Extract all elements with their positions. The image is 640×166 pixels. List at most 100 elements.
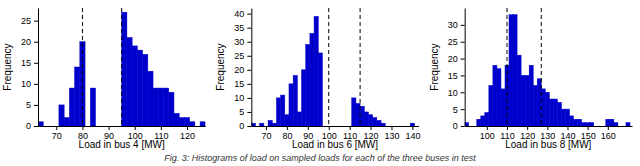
y-tick: 30 xyxy=(448,20,465,30)
bar xyxy=(618,126,622,127)
y-tick-label: 25 xyxy=(234,51,244,61)
x-tick-mark xyxy=(266,126,267,130)
x-axis-title: Load in bus 4 [MW] xyxy=(79,139,165,150)
y-axis: 0510152025 xyxy=(21,9,39,132)
bar xyxy=(268,120,272,126)
y-tick-label: 5 xyxy=(26,100,31,110)
bar xyxy=(389,126,393,127)
bar xyxy=(541,89,545,126)
plot-area xyxy=(251,8,414,126)
bar xyxy=(331,126,335,127)
bar xyxy=(148,71,153,126)
bar xyxy=(485,113,489,126)
y-axis: 0 5 10 15 20 25 30 xyxy=(448,9,466,132)
bar xyxy=(96,126,101,127)
y-tick-mark xyxy=(247,70,251,71)
bar xyxy=(43,126,48,127)
y-tick-label: 5 xyxy=(239,107,244,117)
bar xyxy=(306,45,310,126)
y-tick-mark xyxy=(247,14,251,15)
y-tick: 15 xyxy=(234,79,251,89)
y-tick: 20 xyxy=(448,54,465,64)
x-tick-mark xyxy=(608,126,609,130)
reference-line xyxy=(121,8,122,126)
x-tick-label: 120 xyxy=(180,131,195,141)
bar xyxy=(497,69,501,126)
y-tick-label: 0 xyxy=(239,121,244,131)
panel: 7080901001101201301400510152025303540Loa… xyxy=(215,8,420,150)
bar xyxy=(127,38,132,127)
bar xyxy=(318,53,322,126)
y-tick: 10 xyxy=(448,88,465,98)
y-tick-label: 15 xyxy=(234,79,244,89)
bar xyxy=(293,75,297,126)
y-tick-label: 20 xyxy=(448,54,458,64)
bar xyxy=(200,122,205,126)
y-tick: 25 xyxy=(21,16,38,26)
x-axis-title: Load in bus 8 [MW] xyxy=(505,139,591,150)
y-tick-label: 15 xyxy=(21,58,31,68)
x-tick-mark xyxy=(527,126,528,130)
bar xyxy=(481,116,485,126)
bar xyxy=(586,123,590,126)
bar xyxy=(54,126,59,127)
y-tick-mark xyxy=(461,109,465,110)
bar xyxy=(622,126,626,127)
bar xyxy=(590,123,594,126)
bar xyxy=(410,123,414,126)
bar xyxy=(164,88,169,126)
bar xyxy=(602,126,606,127)
x-tick-mark xyxy=(329,126,330,130)
bar xyxy=(169,92,174,126)
plot-area xyxy=(465,8,630,126)
bar xyxy=(327,126,331,127)
figure: 7080901001101200510152025Load in bus 4 [… xyxy=(0,0,640,166)
x-tick-label: 70 xyxy=(52,131,62,141)
y-tick-mark xyxy=(34,126,38,127)
y-tick: 25 xyxy=(448,37,465,47)
y-tick-label: 10 xyxy=(234,93,244,103)
y-tick-mark xyxy=(461,59,465,60)
y-tick: 0 xyxy=(453,121,465,131)
bar xyxy=(143,54,148,126)
bar xyxy=(368,115,372,126)
bar xyxy=(574,119,578,126)
bar xyxy=(90,88,95,126)
bar xyxy=(85,126,90,127)
y-tick: 40 xyxy=(234,9,251,19)
y-tick: 25 xyxy=(234,51,251,61)
y-axis-title: Frequency xyxy=(429,43,440,90)
bar xyxy=(570,116,574,126)
y-tick-mark xyxy=(461,75,465,76)
bar xyxy=(364,112,368,126)
y-tick: 15 xyxy=(448,71,465,81)
x-tick-mark xyxy=(56,126,57,130)
bar xyxy=(553,99,557,126)
x-tick-label: 140 xyxy=(405,131,420,141)
y-tick-mark xyxy=(461,92,465,93)
bar xyxy=(289,84,293,126)
y-tick: 35 xyxy=(234,23,251,33)
x-tick-label: 80 xyxy=(282,131,292,141)
y-tick-mark xyxy=(461,126,465,127)
y-tick-label: 10 xyxy=(448,88,458,98)
y-tick: 15 xyxy=(21,58,38,68)
bar xyxy=(394,126,398,127)
bar xyxy=(521,75,525,126)
y-tick-label: 5 xyxy=(453,105,458,115)
x-tick-mark xyxy=(82,126,83,130)
y-tick: 5 xyxy=(239,107,251,117)
y-axis-line xyxy=(465,9,466,127)
bar xyxy=(529,65,533,126)
y-tick-mark xyxy=(461,42,465,43)
y-tick-label: 30 xyxy=(234,37,244,47)
bar xyxy=(402,126,406,127)
x-tick: 140 xyxy=(405,126,420,141)
bar xyxy=(314,16,318,126)
y-tick-label: 30 xyxy=(448,20,458,30)
y-tick-label: 10 xyxy=(21,79,31,89)
bar xyxy=(360,106,364,126)
bar xyxy=(501,89,505,126)
x-axis-title: Load in bus 6 [MW] xyxy=(292,139,378,150)
x-tick-label: 130 xyxy=(384,131,399,141)
